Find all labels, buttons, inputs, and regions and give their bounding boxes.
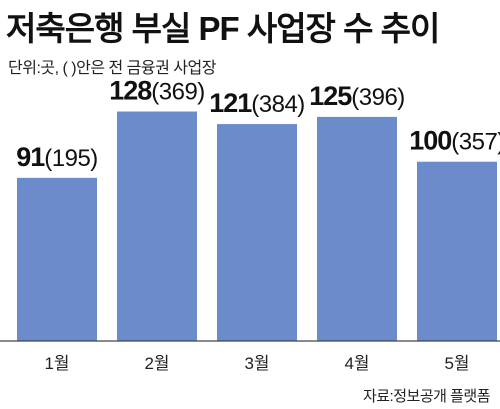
x-tick-label: 5월 xyxy=(444,354,469,373)
data-label: 121(384) xyxy=(209,88,305,118)
unit-note: 단위:곳, ( )안은 전 금융권 사업장 xyxy=(8,60,216,77)
data-label: 125(396) xyxy=(309,81,405,111)
bar-2월 xyxy=(117,111,197,341)
bar-4월 xyxy=(317,116,397,342)
bar-1월 xyxy=(17,177,97,341)
x-tick-label: 4월 xyxy=(344,354,369,373)
x-tick-label: 2월 xyxy=(144,354,169,373)
data-label: 100(357) xyxy=(409,126,500,156)
bar-3월 xyxy=(217,124,297,341)
data-label: 128(369) xyxy=(109,76,205,106)
bar-5월 xyxy=(417,161,497,341)
source-note: 자료:정보공개 플랫폼 xyxy=(362,388,491,405)
chart-title: 저축은행 부실 PF 사업장 수 추이 xyxy=(6,10,440,47)
x-tick-label: 1월 xyxy=(44,354,69,373)
x-tick-label: 3월 xyxy=(244,354,269,373)
data-label: 91(195) xyxy=(16,142,98,172)
